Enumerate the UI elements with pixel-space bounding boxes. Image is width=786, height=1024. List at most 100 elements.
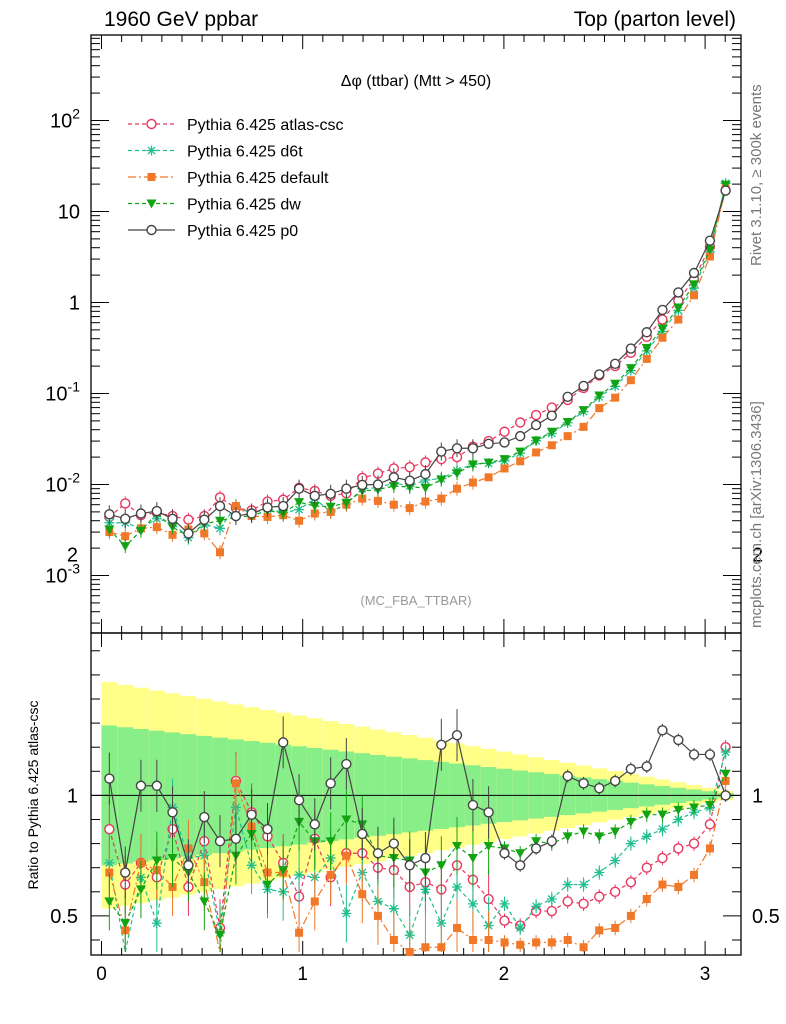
data-point-dw: [689, 280, 700, 290]
ratio-point-p0: [104, 773, 115, 784]
ratio-point-d6t: [720, 747, 731, 758]
ratio-point-dw: [135, 885, 146, 895]
ratio-point-d6t: [452, 881, 463, 892]
data-point-default: [216, 548, 225, 557]
ratio-point-p0: [199, 811, 210, 823]
ratio-point-default: [342, 851, 351, 860]
data-point-p0: [483, 438, 494, 450]
ratio-point-default: [373, 911, 382, 920]
data-point-default: [295, 516, 304, 525]
data-point-default: [468, 478, 477, 487]
ratio-point-default: [690, 870, 699, 879]
x-tick-label: 1: [297, 964, 308, 985]
data-point-p0: [451, 443, 463, 454]
y-tick-label: 10: [58, 202, 80, 224]
data-point-default: [310, 509, 319, 518]
ratio-point-p0: [325, 778, 336, 789]
ratio-point-atlas-csc: [688, 838, 700, 849]
x-tick-label: 2: [499, 964, 510, 985]
ratio-point-d6t: [657, 824, 668, 835]
data-point-default: [500, 464, 509, 473]
ratio-point-dw: [215, 931, 226, 941]
ratio-point-dw: [151, 856, 162, 866]
data-point-p0: [704, 235, 716, 246]
ratio-point-d6t: [499, 898, 510, 909]
data-point-p0: [120, 513, 131, 524]
data-point-p0: [167, 513, 178, 524]
data-point-p0: [404, 475, 415, 486]
data-point-default: [674, 315, 683, 324]
ratio-point-dw: [452, 842, 463, 852]
ratio-point-d6t: [546, 894, 557, 905]
legend-marker: [146, 199, 157, 209]
data-point-dw: [215, 516, 226, 526]
ratio-point-default: [626, 911, 635, 920]
legend-label: Pythia 6.425 atlas-csc: [187, 117, 344, 134]
data-point-default: [658, 333, 667, 342]
ratio-point-p0: [657, 725, 668, 736]
ratio-point-d6t: [467, 898, 478, 909]
data-point-atlas-csc: [499, 426, 510, 437]
ratio-point-p0: [214, 835, 226, 847]
data-point-dw: [104, 525, 115, 535]
ratio-point-p0: [483, 807, 494, 818]
ratio-point-p0: [183, 860, 194, 871]
ratio-point-p0: [467, 799, 479, 811]
data-point-dw: [641, 344, 652, 354]
data-point-dw: [515, 447, 526, 457]
ratio-point-d6t: [610, 855, 621, 866]
ratio-point-dw: [657, 810, 668, 820]
data-point-p0: [467, 443, 479, 454]
data-point-dw: [657, 324, 668, 334]
ratio-point-d6t: [388, 903, 399, 914]
ratio-point-dw: [641, 810, 652, 820]
data-point-dw: [420, 483, 431, 493]
ratio-point-default: [389, 936, 398, 944]
ratio-point-dw: [325, 837, 336, 847]
ratio-point-p0: [609, 775, 621, 787]
ratio-point-d6t: [625, 838, 636, 849]
ratio-point-p0: [341, 758, 352, 770]
ratio-point-d6t: [562, 879, 573, 890]
data-point-dw: [610, 379, 621, 389]
plot-title: Δφ (ttbar) (Mtt > 450): [341, 73, 491, 90]
y-tick-label: 102: [50, 106, 80, 133]
legend-entry-dw: Pythia 6.425 dw: [128, 197, 301, 214]
ratio-point-p0: [514, 860, 526, 871]
axis-ticks: [91, 35, 741, 955]
data-point-default: [453, 484, 462, 493]
data-point-p0: [341, 483, 352, 494]
ratio-point-dw: [610, 827, 621, 837]
ratio-point-dw: [562, 832, 573, 842]
data-point-p0: [230, 510, 242, 522]
ratio-point-p0: [451, 729, 463, 741]
ratio-point-p0: [436, 739, 447, 750]
data-point-p0: [420, 468, 431, 480]
ratio-tick-label-right: 2: [752, 544, 763, 566]
data-point-p0: [546, 410, 557, 421]
ratio-point-p0: [641, 761, 652, 772]
ratio-point-default: [595, 926, 604, 935]
ratio-point-atlas-csc: [562, 896, 573, 907]
data-point-p0: [388, 472, 400, 483]
ratio-point-p0: [246, 809, 257, 820]
data-point-p0: [720, 185, 731, 196]
data-point-p0: [214, 500, 226, 512]
data-point-default: [642, 354, 651, 363]
data-point-default: [626, 376, 635, 385]
ratio-point-p0: [357, 828, 368, 840]
ratio-point-dw: [594, 832, 605, 842]
ratio-point-atlas-csc: [499, 915, 510, 926]
rivet-version-label: Rivet 3.1.10, ≥ 300k events: [748, 84, 765, 266]
ratio-point-p0: [372, 848, 384, 859]
ratio-point-d6t: [515, 922, 526, 933]
ratio-point-p0: [404, 860, 415, 871]
data-point-default: [373, 496, 382, 505]
ratio-point-d6t: [294, 869, 305, 880]
ratio-point-default: [295, 928, 304, 937]
ratio-point-atlas-csc: [641, 862, 652, 873]
ratio-point-default: [421, 943, 430, 952]
data-point-p0: [657, 304, 668, 316]
data-point-p0: [357, 479, 368, 491]
data-point-atlas-csc: [657, 314, 668, 325]
